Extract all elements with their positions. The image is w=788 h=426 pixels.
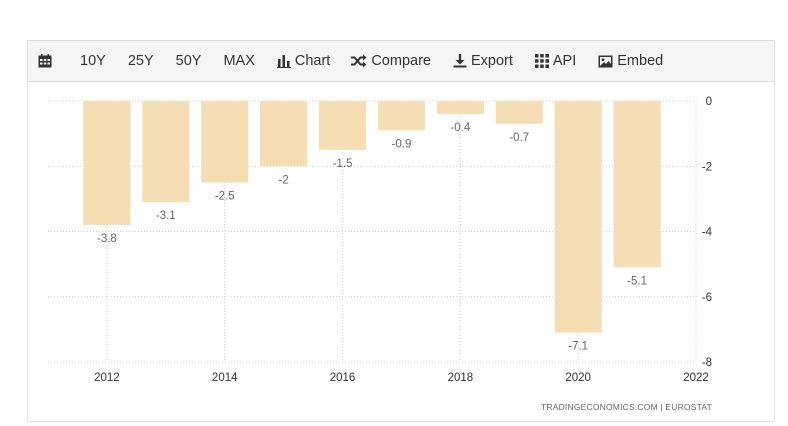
calendar-icon [38, 54, 52, 68]
bar[interactable] [142, 101, 190, 203]
bar[interactable] [436, 101, 484, 115]
calendar-button[interactable] [38, 41, 56, 81]
x-tick-label: 2016 [330, 372, 356, 384]
chart-label: Chart [294, 53, 331, 69]
shuffle-icon [350, 54, 367, 68]
y-axis-ticks: 0 -2 -4 -6 -8 [702, 96, 713, 369]
api-label: API [552, 53, 577, 69]
image-icon [598, 55, 613, 68]
range-50y-button[interactable]: 50Y [175, 53, 202, 69]
bar-value-label: -7.1 [568, 341, 588, 353]
bar-chart-icon [276, 54, 291, 68]
y-tick-label: -2 [702, 161, 712, 173]
bar[interactable] [83, 101, 131, 225]
x-tick-label: 2014 [212, 372, 238, 384]
range-10y-button[interactable]: 10Y [80, 53, 106, 69]
bars [83, 101, 661, 333]
bar[interactable] [377, 101, 426, 131]
chart-type-button[interactable]: Chart [276, 41, 331, 81]
download-icon [453, 54, 467, 68]
y-tick-label: 0 [706, 96, 712, 108]
x-tick-label: 2020 [565, 372, 591, 384]
x-tick-label: 2012 [94, 372, 120, 384]
bar-value-label: -3.8 [97, 233, 117, 245]
y-tick-label: -6 [702, 292, 712, 304]
compare-label: Compare [371, 53, 431, 69]
bar-value-label: -2.5 [215, 191, 235, 203]
source-attribution[interactable]: TRADINGECONOMICS.COM | EUROSTAT [541, 402, 712, 412]
bar-value-label: -5.1 [627, 275, 647, 287]
y-tick-label: -8 [702, 357, 712, 369]
chart-toolbar: 10Y 25Y 50Y MAX Chart Compare Export API… [27, 40, 775, 82]
grid-icon [534, 54, 549, 68]
compare-button[interactable]: Compare [350, 41, 431, 81]
bar-value-label: -0.9 [392, 138, 412, 150]
y-tick-label: -4 [702, 227, 713, 239]
bar[interactable] [495, 101, 543, 124]
bar-value-label: -2 [279, 174, 289, 186]
range-max-button[interactable]: MAX [223, 53, 255, 69]
bar-value-label: -0.4 [450, 122, 470, 134]
bar-value-label: -1.5 [333, 158, 353, 170]
x-tick-label: 2018 [448, 372, 474, 384]
bar[interactable] [318, 101, 367, 150]
api-button[interactable]: API [534, 41, 577, 81]
x-axis-ticks: 2012 2014 2016 2018 2020 2022 [94, 372, 709, 384]
x-tick-label: 2022 [683, 372, 709, 384]
data-labels: -3.8 -3.1 -2.5 -2 -1.5 -0.9 -0.4 -0.7 -7.1 -5.1 [97, 122, 647, 353]
bar-value-label: -0.7 [509, 132, 529, 144]
bar[interactable] [201, 101, 249, 183]
bar[interactable] [260, 101, 308, 167]
export-label: Export [470, 53, 513, 69]
range-25y-button[interactable]: 25Y [127, 53, 154, 69]
embed-label: Embed [617, 53, 664, 69]
bar[interactable] [613, 101, 661, 268]
bar-value-label: -3.1 [156, 210, 176, 222]
bar[interactable] [554, 101, 602, 333]
embed-button[interactable]: Embed [598, 41, 663, 81]
export-button[interactable]: Export [453, 41, 513, 81]
